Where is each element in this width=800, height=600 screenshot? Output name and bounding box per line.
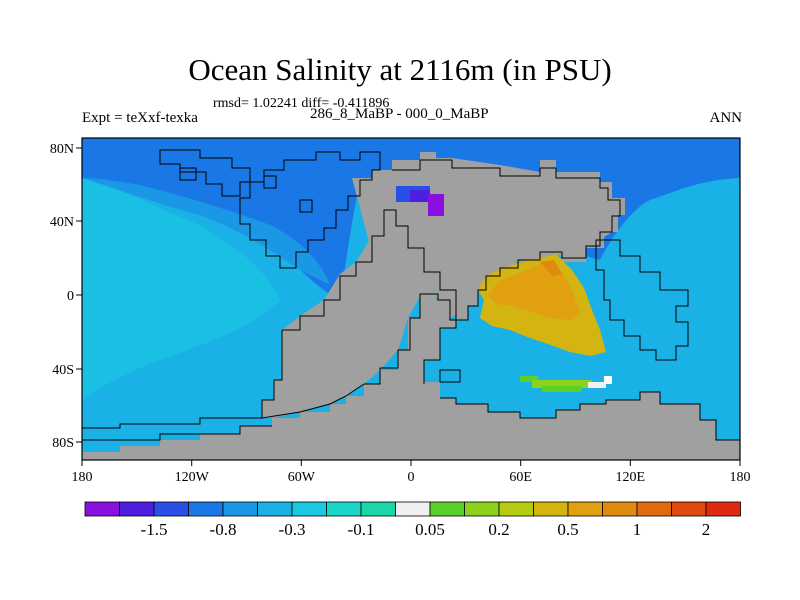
- colorbar-swatch: [602, 501, 638, 517]
- colorbar-swatch: [153, 501, 189, 517]
- colorbar-swatch: [222, 501, 258, 517]
- axis-ticks: [76, 147, 741, 466]
- positive-anomaly-core: [488, 262, 580, 320]
- southern-green-band: [532, 380, 592, 388]
- lon-tick-180e: 180: [730, 470, 751, 485]
- colorbar-labels: -1.5 -0.8 -0.3 -0.1 0.05 0.2 0.5 1 2: [141, 520, 711, 539]
- colorbar-swatch: [291, 501, 327, 517]
- lon-tick-0: 0: [408, 470, 415, 485]
- lon-tick-120e: 120E: [616, 470, 646, 485]
- colorbar-label: 2: [702, 520, 711, 539]
- period-label: 286_8_MaBP - 000_0_MaBP: [310, 106, 489, 122]
- colorbar-swatch: [533, 501, 569, 517]
- negative-patch-darker: [410, 190, 430, 202]
- colorbar-label: 0.5: [557, 520, 578, 539]
- colorbar-swatch: [671, 501, 707, 517]
- colorbar-swatch: [636, 501, 672, 517]
- colorbar-label: -0.3: [279, 520, 306, 539]
- colorbar-swatch: [360, 501, 396, 517]
- continent-core: [262, 158, 612, 418]
- colorbar-swatch: [429, 501, 465, 517]
- stats-text: rmsd= 1.02241 diff= -0.411896: [213, 96, 390, 111]
- southern-white-patch: [604, 376, 612, 384]
- lat-tick-40n: 40N: [50, 215, 74, 230]
- colorbar-swatch: [84, 501, 120, 517]
- colorbar-swatch: [188, 501, 224, 517]
- salinity-field: [82, 138, 740, 460]
- colorbar-label: -0.8: [210, 520, 237, 539]
- southern-green-lower: [542, 386, 582, 392]
- ocean-transition-band: [82, 178, 330, 285]
- ocean-lighter-region: [82, 175, 280, 400]
- coastlines: [82, 149, 740, 441]
- colorbar-label: 0.2: [488, 520, 509, 539]
- lon-tick-180w: 180: [72, 470, 93, 485]
- colorbar-swatch: [567, 501, 603, 517]
- ocean-east-light: [640, 230, 740, 305]
- colorbar-label: -1.5: [141, 520, 168, 539]
- map-title: Ocean Salinity at 2116m (in PSU): [188, 52, 612, 87]
- lat-tick-80s: 80S: [52, 436, 74, 451]
- southern-neutral-patch: [588, 382, 606, 388]
- colorbar-label: -0.1: [348, 520, 375, 539]
- lat-tick-40s: 40S: [52, 363, 74, 378]
- lat-tick-0: 0: [67, 289, 74, 304]
- lon-tick-60w: 60W: [288, 470, 316, 485]
- southern-green-patch: [520, 376, 538, 382]
- colorbar-label: 0.05: [415, 520, 445, 539]
- experiment-label: Expt = teXxf-texka: [82, 110, 198, 126]
- lat-tick-80n: 80N: [50, 142, 74, 157]
- colorbar-swatch: [395, 501, 431, 517]
- colorbar-label: 1: [633, 520, 642, 539]
- colorbar-swatch: [498, 501, 534, 517]
- lon-tick-60e: 60E: [509, 470, 532, 485]
- colorbar: [84, 501, 741, 517]
- colorbar-swatch: [119, 501, 155, 517]
- colorbar-swatch: [326, 501, 362, 517]
- colorbar-swatch: [464, 501, 500, 517]
- season-label: ANN: [709, 110, 743, 126]
- colorbar-swatch: [705, 501, 741, 517]
- lon-tick-120w: 120W: [175, 470, 210, 485]
- colorbar-swatch: [257, 501, 293, 517]
- negative-patch-peak: [428, 194, 444, 216]
- positive-anomaly-peak: [540, 260, 562, 276]
